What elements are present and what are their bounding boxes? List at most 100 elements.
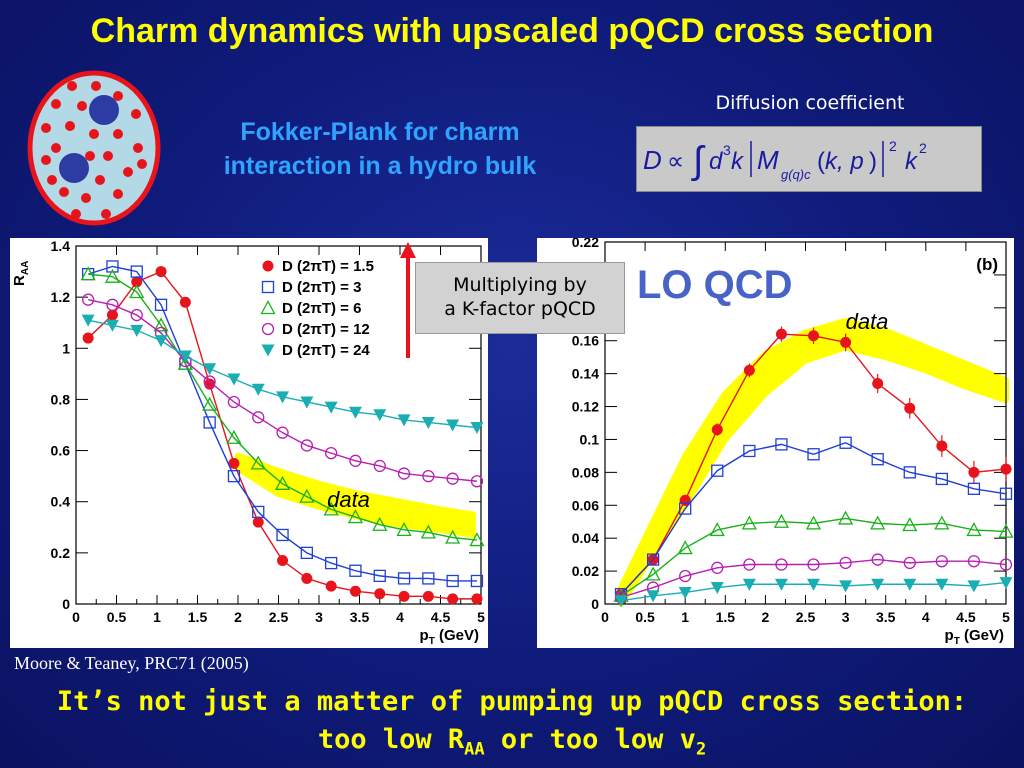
data-point [998, 523, 1014, 538]
data-point [105, 319, 119, 332]
data-point [276, 528, 289, 542]
data-point [646, 553, 660, 566]
data-point [967, 580, 981, 593]
data-point [226, 429, 242, 444]
data-point [742, 578, 756, 591]
data-point [324, 556, 338, 570]
data-point [871, 578, 885, 591]
y-tick-label: 0.22 [572, 238, 599, 250]
data-point [871, 453, 884, 466]
data-point [349, 585, 361, 597]
y-tick-label: 0.04 [572, 530, 599, 546]
x-tick-label: 3 [315, 609, 323, 625]
y-tick-label: 0 [62, 596, 70, 612]
overlay-lo-qcd: LO QCD [637, 263, 793, 307]
data-point [773, 513, 790, 528]
data-point [202, 396, 218, 411]
svg-text:): ) [869, 148, 877, 175]
data-point [300, 439, 314, 452]
data-point [106, 298, 119, 311]
svg-text:k, p: k, p [825, 148, 864, 175]
data-point [903, 556, 916, 570]
data-point [153, 317, 169, 332]
data-point [469, 532, 485, 547]
data-point [711, 464, 724, 477]
data-point [106, 260, 119, 273]
legend-label: D (2πT) = 3 [282, 279, 361, 296]
data-point [373, 459, 386, 473]
data-point [323, 501, 339, 516]
data-point [178, 350, 192, 363]
data-point [775, 438, 788, 451]
svg-text:∫: ∫ [691, 140, 706, 182]
data-point [743, 444, 756, 458]
data-point [775, 328, 787, 340]
data-point [300, 396, 314, 409]
legend-marker [261, 344, 275, 357]
data-point [276, 391, 290, 404]
x-tick-label: 4 [922, 609, 930, 625]
x-tick-label: 2.5 [796, 609, 816, 625]
data-point [710, 582, 724, 595]
y-tick-label: 0.14 [572, 366, 599, 382]
x-tick-label: 5 [477, 609, 485, 625]
x-tick-label: 1.5 [188, 609, 208, 625]
data-point [299, 488, 315, 503]
data-point [470, 475, 484, 488]
conclusion-line-1: It’s not just a matter of pumping up pQC… [56, 686, 968, 717]
data-band [235, 452, 476, 538]
data-point [349, 454, 362, 467]
data-point [251, 383, 265, 396]
data-point [839, 436, 852, 449]
fokker-line-2: interaction in a hydro bulk [223, 152, 537, 180]
data-point [936, 440, 948, 452]
series-line [87, 265, 477, 582]
svg-text:3: 3 [723, 142, 731, 158]
data-point [155, 266, 167, 278]
data-point [274, 475, 291, 490]
y-tick-label: 1 [62, 340, 70, 356]
x-tick-label: 3.5 [876, 609, 896, 625]
x-tick-label: 1 [153, 609, 161, 625]
conclusion-v2-text: or too low v [484, 724, 696, 755]
series-line [620, 441, 1007, 595]
data-point [646, 590, 660, 603]
data-point [324, 446, 338, 460]
x-tick-label: 4.5 [431, 609, 451, 625]
x-tick-label: 0 [601, 609, 609, 625]
data-point [966, 522, 982, 537]
slide-title: Charm dynamics with upscaled pQCD cross … [90, 12, 934, 50]
panel-tag: (b) [976, 255, 998, 274]
data-point [252, 411, 265, 424]
fokker-plank-caption: Fokker-Plank for charm interaction in a … [170, 115, 590, 183]
svg-text:2: 2 [919, 140, 927, 156]
y-tick-label: 0.02 [572, 563, 599, 579]
kfactor-line-1: Multiplying by [453, 274, 587, 296]
upscale-arrow-icon [400, 242, 416, 358]
data-point [709, 522, 725, 537]
data-point [154, 335, 168, 348]
legend-label: D (2πT) = 24 [282, 342, 370, 359]
data-point [130, 308, 143, 322]
diffusion-formula: D ∝ ∫ d 3 k M g(q)c ( k, p ) 2 k 2 [643, 138, 927, 182]
conclusion-raa-text: too low R [317, 724, 465, 755]
data-point [276, 426, 289, 439]
y-tick-label: 0 [591, 596, 599, 612]
diffusion-formula-box: D ∝ ∫ d 3 k M g(q)c ( k, p ) 2 k 2 [636, 126, 982, 192]
series-line [620, 558, 1007, 599]
y-tick-label: 1.4 [51, 238, 71, 254]
fokker-line-1: Fokker-Plank for charm [240, 118, 520, 146]
data-point [677, 540, 693, 555]
data-point [1000, 463, 1012, 475]
svg-text:2: 2 [889, 138, 897, 154]
data-point [422, 572, 435, 585]
data-point [252, 505, 265, 519]
data-point [446, 574, 459, 588]
data-annotation: data [327, 487, 370, 512]
data-point [935, 578, 949, 591]
data-point [421, 416, 435, 429]
y-axis-label: RAA [11, 261, 31, 286]
data-point [422, 469, 435, 483]
data-point [347, 509, 364, 524]
data-point [397, 572, 411, 585]
